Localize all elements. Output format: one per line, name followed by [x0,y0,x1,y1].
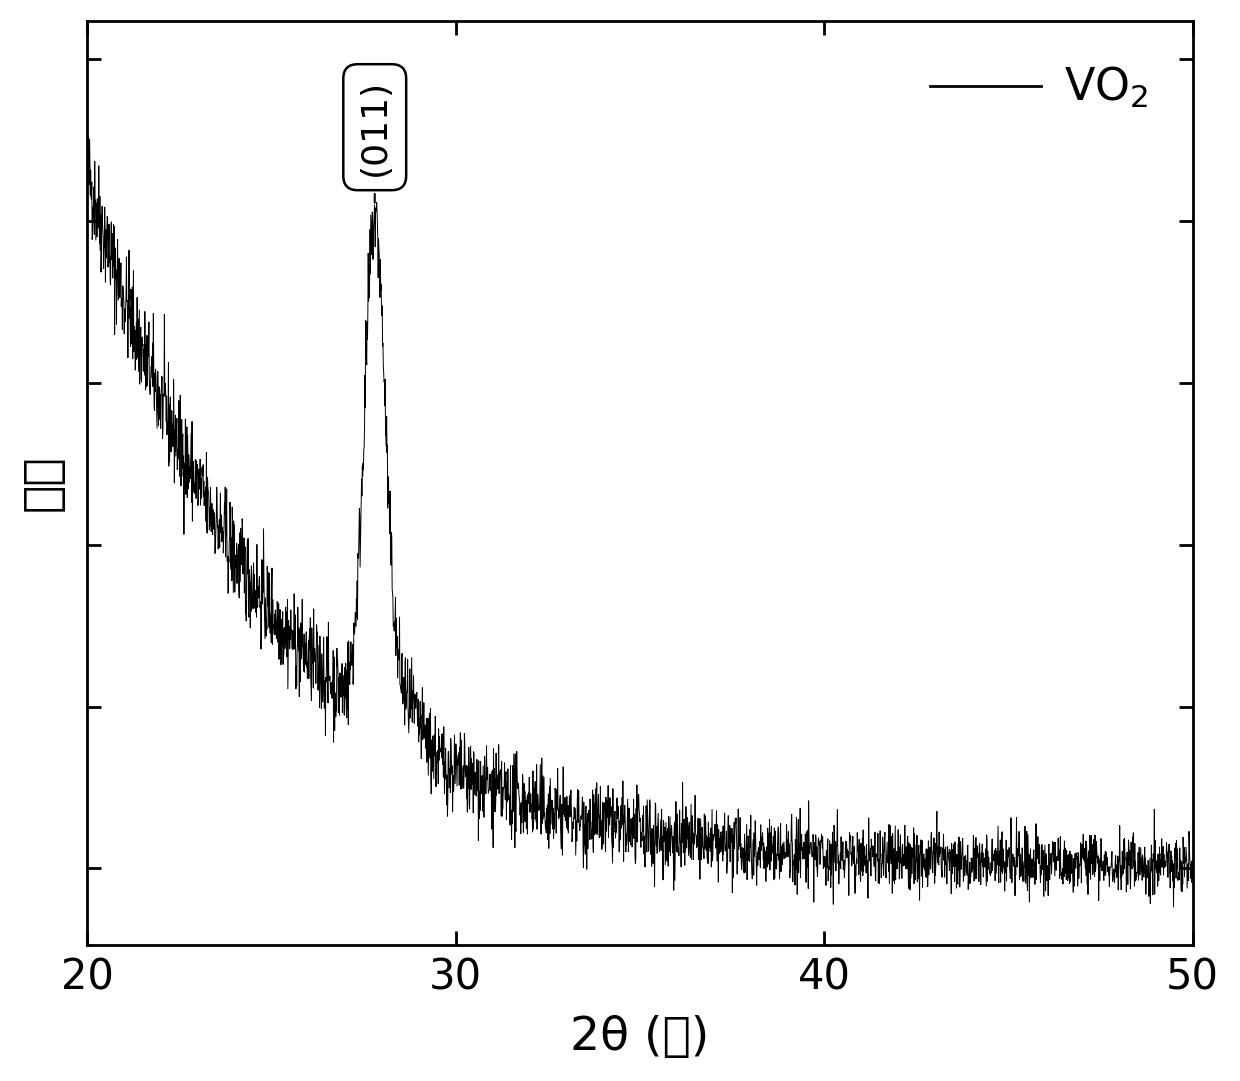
Y-axis label: 强度: 强度 [21,455,66,511]
Legend: VO$_2$: VO$_2$ [908,43,1171,133]
X-axis label: 2θ (度): 2θ (度) [570,1015,709,1060]
Text: (011): (011) [358,79,392,203]
